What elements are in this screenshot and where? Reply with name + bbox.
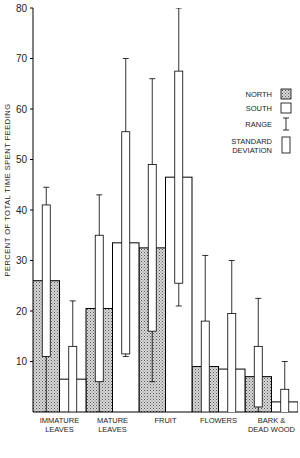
range-cap xyxy=(70,300,76,301)
sd-box xyxy=(281,389,289,412)
sd-box xyxy=(69,346,77,412)
sd-box xyxy=(201,321,209,412)
y-tick xyxy=(30,58,33,59)
range-cap xyxy=(255,298,261,299)
range-cap xyxy=(123,356,129,357)
y-tick xyxy=(30,361,33,362)
range-cap xyxy=(282,361,288,362)
x-tick-label: FLOWERS xyxy=(200,416,237,425)
x-tick-label-line: FRUIT xyxy=(154,416,176,425)
legend-swatch xyxy=(281,89,291,99)
y-tick-label: 30 xyxy=(16,255,28,266)
y-tick xyxy=(30,109,33,110)
legend-range-cap xyxy=(283,130,289,131)
legend-label: NORTH xyxy=(245,90,272,99)
y-tick-label: 70 xyxy=(16,53,28,64)
x-tick-label-line: DEAD WOOD xyxy=(248,425,296,434)
range-cap xyxy=(96,194,102,195)
legend-range-cap xyxy=(283,118,289,119)
y-tick-label: 20 xyxy=(16,306,28,317)
range-cap xyxy=(176,8,182,9)
legend-label: RANGE xyxy=(245,120,272,129)
x-tick-label-line: IMMATURE xyxy=(40,416,79,425)
plot-marks xyxy=(33,8,298,412)
legend-label: STANDARDDEVIATION xyxy=(231,137,272,155)
range-cap xyxy=(149,381,155,382)
x-tick-label-line: FLOWERS xyxy=(200,416,237,425)
legend-label-line: STANDARD xyxy=(231,137,272,146)
sd-box xyxy=(228,314,236,412)
legend-label-line: DEVIATION xyxy=(232,146,272,155)
x-tick-label-line: BARK & xyxy=(258,416,286,425)
x-tick-label: BARK &DEAD WOOD xyxy=(248,416,296,434)
chart: 10 20 30 40 50 60 70 80 PERCENT OF TOTAL TIME SP… xyxy=(0,0,300,458)
sd-box xyxy=(175,71,183,283)
x-tick-label: MATURELEAVES xyxy=(97,416,128,434)
y-tick xyxy=(30,260,33,261)
y-tick-label: 80 xyxy=(16,3,28,14)
range-cap xyxy=(255,412,261,413)
sd-box xyxy=(95,235,103,381)
range-cap xyxy=(202,255,208,256)
y-tick-label: 60 xyxy=(16,104,28,115)
legend-range xyxy=(286,118,287,130)
x-tick-label: FRUIT xyxy=(154,416,176,425)
x-tick-label: IMMATURELEAVES xyxy=(40,416,79,434)
range-cap xyxy=(43,187,49,188)
range-cap xyxy=(43,412,49,413)
range-cap xyxy=(123,58,129,59)
sd-box xyxy=(254,346,262,407)
range-cap xyxy=(149,78,155,79)
y-axis-label: PERCENT OF TOTAL TIME SPENT FEEDING xyxy=(3,103,12,276)
sd-box xyxy=(42,205,50,357)
y-tick xyxy=(30,159,33,160)
sd-box xyxy=(148,165,156,332)
range-cap xyxy=(229,260,235,261)
y-tick-label: 40 xyxy=(16,205,28,216)
y-tick xyxy=(30,8,33,9)
x-tick-label-line: MATURE xyxy=(97,416,128,425)
x-tick-label-line: LEAVES xyxy=(45,425,74,434)
range-cap xyxy=(176,305,182,306)
y-tick xyxy=(30,311,33,312)
y-tick xyxy=(30,210,33,211)
sd-box xyxy=(122,132,130,354)
range-cap xyxy=(96,412,102,413)
legend-swatch xyxy=(281,103,291,113)
y-tick-label: 10 xyxy=(16,356,28,367)
legend-sd xyxy=(282,137,290,153)
x-tick-label-line: LEAVES xyxy=(98,425,127,434)
legend-label: SOUTH xyxy=(246,104,272,113)
y-tick-label: 50 xyxy=(16,154,28,165)
